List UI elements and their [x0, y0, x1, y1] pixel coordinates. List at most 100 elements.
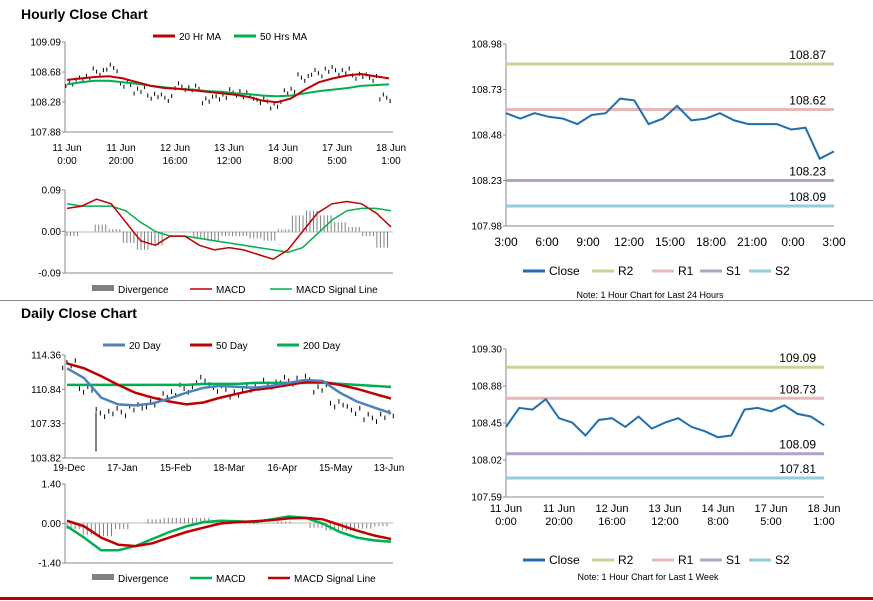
legend-hourly-divergence-swatch [92, 285, 114, 291]
daily_levels-close-line [505, 397, 825, 439]
legend-daily-macd-label: MACD [216, 574, 245, 585]
daily_levels-xtick: 0:00 [495, 516, 516, 528]
daily_levels-xtick: 12 Jun [595, 503, 628, 515]
legend-50hrs-ma-label: 50 Hrs MA [260, 32, 308, 43]
hourly-price-xtick: 12:00 [216, 156, 241, 167]
hourly-price-xtick: 5:00 [327, 156, 347, 167]
daily-price-ytick: 114.36 [31, 351, 61, 362]
hourly-price-xtick: 12 Jun [160, 143, 190, 154]
hourly-50hr-line [66, 79, 390, 98]
legend-50-day-label: 50 Day [216, 341, 248, 352]
daily-price-xtick: 13-Jun [374, 463, 405, 474]
daily-price-xtick: 15-May [319, 463, 352, 474]
daily_levels-xtick: 16:00 [598, 516, 626, 528]
legend-daily-divergence-label: Divergence [118, 574, 169, 585]
daily_levels-xtick: 11 Jun [543, 503, 575, 515]
daily-20-line [66, 367, 392, 415]
hourly-price-xtick: 17 Jun [322, 143, 352, 154]
hourly_levels-legend-label: R2 [618, 264, 634, 278]
hourly_levels-legend-label: S1 [726, 264, 741, 278]
daily-macd-ytick: 1.40 [42, 480, 62, 491]
legend-20hr-ma-label: 20 Hr MA [179, 32, 222, 43]
hourly_levels-legend-label: Close [549, 264, 580, 278]
daily-price-ytick: 110.84 [31, 385, 61, 396]
daily_levels-ytick: 108.45 [471, 419, 502, 430]
daily_levels-xtick: 5:00 [760, 516, 781, 528]
hourly_levels-xtick: 12:00 [614, 235, 644, 249]
daily_levels-xtick: 20:00 [545, 516, 573, 528]
hourly_levels-ytick: 108.98 [471, 40, 502, 51]
hourly_levels-xtick: 15:00 [655, 235, 685, 249]
daily-price-xtick: 16-Apr [267, 463, 298, 474]
daily_levels-level-label: 107.81 [779, 462, 816, 476]
hourly_levels-xtick: 21:00 [737, 235, 767, 249]
daily_levels-level-label: 108.09 [779, 438, 816, 452]
hourly_levels-level-label: 108.23 [789, 165, 826, 179]
daily-price-xtick: 19-Dec [53, 463, 85, 474]
hourly-price-xtick: 13 Jun [214, 143, 244, 154]
hourly_levels-legend-label: S2 [775, 264, 790, 278]
hourly_levels-xtick: 6:00 [535, 235, 559, 249]
daily-price-ytick: 107.33 [30, 419, 61, 430]
legend-hourly-macd-label: MACD [216, 285, 245, 296]
hourly-price-xtick: 16:00 [162, 156, 187, 167]
daily_levels-xtick: 18 Jun [807, 503, 840, 515]
hourly_levels-level-label: 108.87 [789, 48, 826, 62]
hourly-macd-ytick: 0.09 [42, 186, 62, 197]
hourly-price-ytick: 108.68 [30, 68, 61, 79]
hourly-price-xtick: 11 Jun [52, 143, 81, 154]
hourly_levels-xtick: 3:00 [494, 235, 518, 249]
daily_levels-ytick: 107.59 [471, 493, 502, 504]
hourly-section-title: Hourly Close Chart [21, 6, 148, 22]
hourly-price-xtick: 20:00 [108, 156, 133, 167]
hourly_levels-xtick: 18:00 [696, 235, 726, 249]
hourly_levels-level-label: 108.62 [789, 94, 826, 108]
legend-200-day-label: 200 Day [303, 341, 340, 352]
daily_levels-xtick: 12:00 [651, 516, 679, 528]
hourly_levels-xtick: 3:00 [822, 235, 846, 249]
hourly-macd-line [66, 198, 392, 261]
hourly_levels-close-line [505, 97, 835, 161]
hourly_levels-ytick: 108.73 [471, 85, 502, 96]
hourly-signal-line [66, 203, 392, 254]
daily_levels-xtick: 11 Jun [490, 503, 522, 515]
daily_levels-xtick: 13 Jun [648, 503, 681, 515]
hourly-price-xtick: 0:00 [57, 156, 77, 167]
daily-section-title: Daily Close Chart [21, 305, 137, 321]
legend-daily-signal-label: MACD Signal Line [294, 574, 376, 585]
hourly-price-ytick: 108.28 [30, 98, 61, 109]
hourly-price-ytick: 109.09 [30, 38, 61, 49]
daily_levels-xtick: 14 Jun [701, 503, 734, 515]
daily-50-line [66, 362, 392, 406]
hourly_levels-legend-label: R1 [678, 264, 694, 278]
daily_levels-xtick: 17 Jun [754, 503, 787, 515]
daily_levels-legend-label: R1 [678, 553, 694, 567]
daily-price-xtick: 17-Jan [107, 463, 138, 474]
legend-daily-divergence-swatch [92, 574, 114, 580]
legend-hourly-divergence-label: Divergence [118, 285, 169, 296]
hourly-price-xtick: 14 Jun [268, 143, 298, 154]
daily_levels-ytick: 109.30 [471, 345, 502, 356]
daily_levels-legend-label: S1 [726, 553, 741, 567]
legend-20-day-label: 20 Day [129, 341, 161, 352]
hourly_levels-note: Note: 1 Hour Chart for Last 24 Hours [576, 290, 724, 300]
daily_levels-legend-label: R2 [618, 553, 634, 567]
daily_levels-ytick: 108.88 [471, 382, 502, 393]
daily-price-ytick: 103.82 [30, 454, 61, 465]
hourly-macd-ytick: 0.00 [42, 227, 62, 238]
hourly-price-ytick: 107.88 [30, 128, 61, 139]
hourly_levels-ytick: 108.48 [471, 131, 502, 142]
hourly-price-xtick: 18 Jun [376, 143, 406, 154]
hourly_levels-ytick: 107.98 [471, 222, 502, 233]
hourly_levels-xtick: 9:00 [576, 235, 600, 249]
hourly-price-xtick: 8:00 [273, 156, 293, 167]
daily-price-xtick: 15-Feb [160, 463, 192, 474]
hourly_levels-xtick: 0:00 [781, 235, 805, 249]
daily_levels-level-label: 109.09 [779, 351, 816, 365]
hourly-20hr-line [66, 72, 390, 104]
daily-macd-line [66, 515, 392, 552]
daily_levels-xtick: 8:00 [707, 516, 728, 528]
daily_levels-legend-label: S2 [775, 553, 790, 567]
daily-macd-ytick: -1.40 [38, 559, 61, 570]
